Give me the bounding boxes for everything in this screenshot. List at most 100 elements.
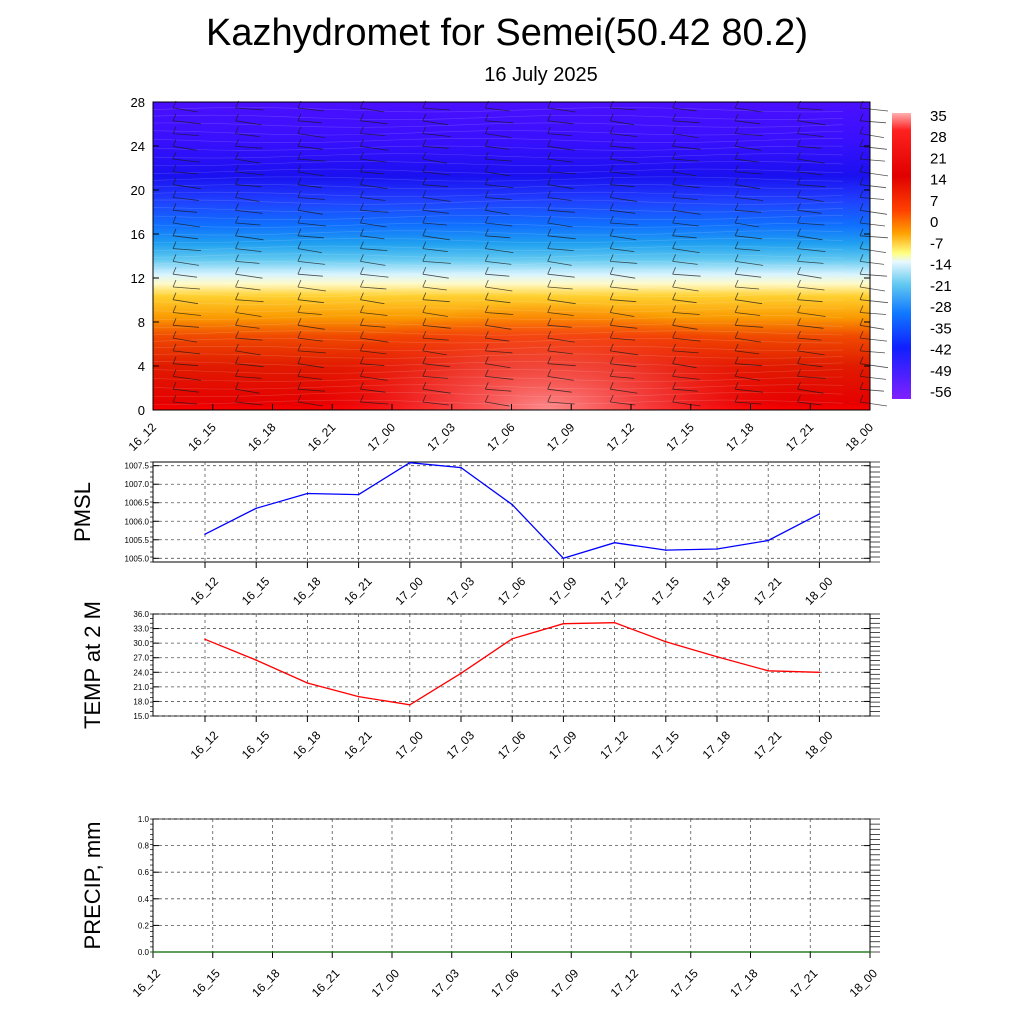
wind-barb	[609, 215, 639, 226]
x-tick-label: 17_15	[648, 728, 682, 762]
wind-barb	[609, 228, 637, 241]
wind-barb	[609, 113, 635, 126]
contour-line	[152, 145, 844, 151]
wind-barb	[859, 190, 885, 200]
contour-line	[152, 245, 844, 251]
wind-barb	[484, 267, 510, 277]
wind-barb	[609, 190, 638, 202]
contour-line	[152, 137, 844, 144]
data-point	[562, 622, 565, 625]
colorbar-label: -28	[930, 299, 952, 316]
colorbar	[892, 113, 911, 399]
wind-barb	[235, 356, 264, 368]
wind-barb	[235, 126, 260, 137]
wind-barb	[672, 356, 697, 369]
wind-barb	[734, 318, 764, 328]
wind-barb	[484, 330, 510, 342]
x-tick-label: 18_00	[847, 966, 881, 1000]
wind-barb	[172, 318, 200, 328]
wind-barb	[797, 126, 824, 137]
wind-barb	[797, 330, 822, 341]
wind-barb	[734, 369, 761, 381]
x-tick-label: 16_21	[341, 728, 375, 762]
y-axis-label: TEMP at 2 M	[80, 601, 105, 729]
x-tick-label: 17_06	[488, 966, 522, 1000]
wind-barb	[797, 164, 823, 176]
x-tick-label: 17_03	[428, 966, 462, 1000]
wind-barb	[859, 113, 887, 124]
wind-barb	[297, 177, 322, 189]
heatmap-x-tick-label: 16_18	[245, 420, 279, 454]
wind-barb	[172, 164, 199, 175]
wind-barb	[360, 228, 385, 240]
wind-barb	[609, 203, 636, 214]
wind-barb	[297, 151, 326, 162]
y-tick-label: 1006.5	[125, 499, 150, 508]
wind-barb	[172, 177, 202, 190]
heatmap-x-tick-label: 17_18	[723, 420, 757, 454]
x-tick-label: 16_12	[188, 574, 222, 608]
wind-barb	[734, 279, 760, 290]
wind-barb	[360, 279, 387, 290]
wind-barb	[172, 279, 201, 290]
data-point	[767, 670, 769, 672]
x-tick-label: 17_18	[700, 728, 734, 762]
wind-barb	[672, 164, 697, 177]
x-tick-label: 16_12	[188, 728, 222, 762]
x-tick-label: 17_15	[667, 966, 701, 1000]
wind-barb	[422, 164, 450, 176]
contour-line	[152, 284, 844, 290]
wind-barb	[360, 241, 388, 251]
y-tick-label: 0.2	[138, 921, 150, 930]
wind-barb	[172, 215, 201, 228]
y-tick-label: 18.0	[133, 697, 149, 706]
wind-barb	[672, 318, 698, 330]
contour-line	[152, 114, 844, 120]
data-point	[690, 951, 692, 953]
wind-barb	[547, 203, 575, 213]
wind-barb	[797, 343, 825, 356]
wind-barb	[609, 177, 635, 188]
wind-barb	[734, 190, 764, 201]
wind-barb	[734, 228, 763, 240]
x-tick-label: 18_00	[802, 574, 836, 608]
contour-line	[152, 222, 844, 228]
wind-barb	[547, 126, 572, 136]
wind-barb	[734, 151, 760, 163]
wind-barb	[734, 164, 763, 175]
wind-barb	[547, 254, 572, 266]
wind-barb	[859, 126, 885, 138]
data-point	[818, 513, 821, 515]
wind-barb	[360, 305, 388, 316]
wind-barb	[235, 267, 263, 279]
heatmap-x-tick-label: 17_03	[424, 420, 458, 454]
wind-barb	[172, 305, 202, 316]
contour-line	[152, 268, 844, 274]
wind-barb	[422, 203, 449, 214]
x-tick-label: 17_09	[548, 966, 582, 1000]
y-tick-label: 30.0	[133, 639, 149, 648]
colorbar-label: 35	[930, 108, 947, 125]
wind-barb	[297, 267, 323, 277]
wind-barb	[672, 151, 699, 162]
wind-barb	[297, 279, 326, 292]
wind-barb	[422, 279, 447, 291]
x-tick-label: 16_21	[341, 574, 375, 608]
data-point	[409, 704, 411, 706]
x-tick-label: 17_12	[597, 728, 631, 762]
contour-line	[152, 392, 844, 398]
wind-barb	[360, 330, 389, 343]
wind-barb	[360, 292, 385, 305]
wind-barb	[422, 241, 448, 252]
heatmap-x-tick-label: 16_12	[126, 420, 160, 454]
wind-barb	[484, 279, 513, 292]
wind-barb	[297, 215, 326, 227]
wind-barb	[422, 215, 447, 226]
y-tick-label: 1005.5	[125, 536, 150, 545]
wind-barb	[672, 190, 698, 200]
x-tick-label: 17_03	[444, 574, 478, 608]
wind-barb	[547, 113, 574, 125]
wind-barb	[360, 394, 389, 405]
plot-frame	[152, 613, 871, 717]
wind-barb	[609, 279, 639, 291]
